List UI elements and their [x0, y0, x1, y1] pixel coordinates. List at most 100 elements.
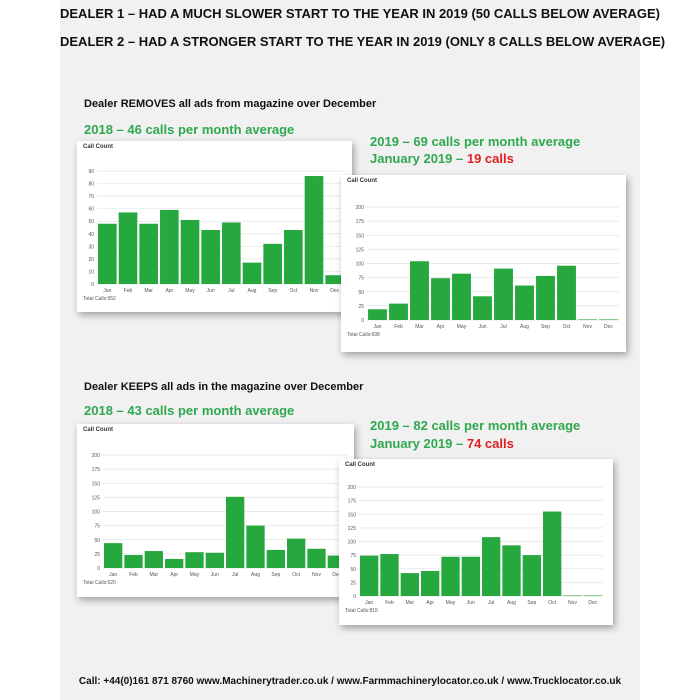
- bar-sep: [536, 275, 555, 320]
- x-tick-label: Jan: [103, 288, 111, 294]
- bar-jul: [222, 222, 241, 284]
- bar-dec: [599, 319, 618, 321]
- y-tick-label: 50: [88, 219, 94, 225]
- x-tick-label: Jan: [365, 600, 373, 606]
- y-tick-label: 200: [356, 205, 365, 211]
- bar-jul: [482, 537, 501, 596]
- y-tick-label: 60: [88, 207, 94, 213]
- caption-2019-keeps: 2019 – 82 calls per month average: [370, 418, 581, 433]
- y-tick-label: 75: [350, 553, 356, 559]
- chart-card-2019-keeps: Call Count 0 25 50 75 100 125 150 175 200 Jan Feb M…: [339, 459, 613, 625]
- bar-may: [452, 273, 471, 320]
- bar-feb: [380, 554, 399, 596]
- caption-2018-removes: 2018 – 46 calls per month average: [84, 122, 295, 137]
- y-tick-label: 75: [358, 276, 364, 282]
- bar-jun: [201, 230, 220, 284]
- total-calls-label: Total Calls:552: [83, 296, 116, 302]
- bar-aug: [242, 262, 262, 284]
- bar-oct: [287, 538, 306, 568]
- y-tick-label: 125: [348, 526, 357, 532]
- x-tick-label: Jan: [373, 324, 381, 330]
- bar-nov: [304, 176, 324, 284]
- caption-jan-2019-keeps: January 2019 – 74 calls: [370, 436, 514, 451]
- x-tick-label: Aug: [520, 324, 529, 330]
- y-tick-label: 0: [97, 566, 100, 572]
- x-tick-label: Nov: [568, 600, 577, 606]
- bar-jun: [205, 552, 224, 568]
- bar-mar: [144, 551, 163, 568]
- caption-jan-2019-removes: January 2019 – 19 calls: [370, 151, 514, 166]
- bar-nov: [307, 548, 326, 568]
- bar-dec: [583, 595, 602, 597]
- caption-2018-keeps: 2018 – 43 calls per month average: [84, 403, 295, 418]
- x-tick-label: Apr: [426, 600, 434, 606]
- bar-jul: [226, 496, 245, 568]
- bar-mar: [139, 223, 158, 284]
- x-tick-label: Feb: [394, 324, 403, 330]
- x-tick-label: Jun: [211, 572, 219, 578]
- chart-card-2019-removes: Call Count 0 25 50 75 100 125 150 175 200 Jan Feb M…: [341, 175, 626, 352]
- footer-contact: Call: +44(0)161 871 8760 www.Machinerytr…: [78, 676, 622, 687]
- x-tick-label: Mar: [406, 600, 415, 606]
- bar-jun: [473, 296, 492, 320]
- headline-dealer-2: DEALER 2 – HAD A STRONGER START TO THE Y…: [60, 34, 666, 49]
- bar-jun: [461, 556, 480, 596]
- x-tick-label: Aug: [251, 572, 260, 578]
- section-title-keeps: Dealer KEEPS all ads in the magazine ove…: [84, 381, 364, 393]
- y-tick-label: 100: [92, 510, 101, 516]
- bar-mar: [410, 261, 429, 320]
- x-tick-label: Nov: [312, 572, 321, 578]
- y-tick-label: 125: [92, 495, 101, 501]
- x-tick-label: Feb: [124, 288, 133, 294]
- x-tick-label: May: [185, 288, 195, 294]
- bar-aug: [246, 525, 265, 568]
- y-tick-label: 0: [361, 318, 364, 324]
- y-tick-label: 0: [91, 282, 94, 288]
- bar-may: [180, 219, 200, 284]
- x-tick-label: Feb: [385, 600, 394, 606]
- bar-sep: [266, 549, 285, 568]
- x-tick-label: May: [190, 572, 200, 578]
- y-tick-label: 0: [353, 594, 356, 600]
- x-tick-label: Oct: [548, 600, 556, 606]
- x-tick-label: Dec: [604, 324, 613, 330]
- bar-feb: [124, 555, 143, 568]
- x-tick-label: Jul: [232, 572, 238, 578]
- y-tick-label: 80: [88, 182, 94, 188]
- bar-jan: [98, 223, 117, 284]
- x-tick-label: Jun: [207, 288, 215, 294]
- x-tick-label: Apr: [170, 572, 178, 578]
- x-tick-label: Dec: [330, 288, 339, 294]
- y-tick-label: 125: [356, 247, 365, 253]
- bar-apr: [431, 278, 450, 320]
- y-tick-label: 50: [358, 290, 364, 296]
- x-tick-label: Oct: [292, 572, 300, 578]
- bar-chart-2019-keeps: 0 25 50 75 100 125 150 175 200 Jan Feb Mar Apr May Jun…: [345, 485, 603, 614]
- caption-jan-prefix: January 2019 –: [370, 436, 467, 451]
- y-tick-label: 10: [88, 269, 94, 275]
- headline-dealer-1: DEALER 1 – HAD A MUCH SLOWER START TO TH…: [60, 6, 660, 21]
- y-tick-label: 20: [88, 257, 94, 263]
- bar-chart-2018-keeps: 0 25 50 75 100 125 150 175 200 Jan Feb Mar Apr May Jun…: [83, 453, 347, 586]
- x-tick-label: Apr: [165, 288, 173, 294]
- x-tick-label: May: [446, 600, 456, 606]
- bar-apr: [165, 558, 184, 568]
- total-calls-label: Total Calls:520: [83, 580, 116, 586]
- jan-2019-calls-value: 74 calls: [466, 436, 514, 451]
- y-tick-label: 175: [348, 499, 357, 505]
- y-tick-label: 25: [358, 304, 364, 310]
- bar-oct: [557, 265, 576, 320]
- bar-chart-2019-removes: 0 25 50 75 100 125 150 175 200 Jan Feb Mar Apr May Jun…: [347, 205, 619, 338]
- x-tick-label: Sep: [541, 324, 550, 330]
- y-tick-label: 50: [350, 567, 356, 573]
- bar-jan: [360, 555, 379, 596]
- x-tick-label: Oct: [563, 324, 571, 330]
- x-tick-label: Dec: [332, 572, 341, 578]
- y-tick-label: 175: [356, 219, 365, 225]
- bar-jan: [104, 543, 123, 568]
- bar-apr: [421, 570, 440, 596]
- chart-title: Call Count: [347, 178, 377, 184]
- y-tick-label: 100: [356, 262, 365, 268]
- x-tick-label: Sep: [527, 600, 536, 606]
- bar-dec: [325, 275, 344, 284]
